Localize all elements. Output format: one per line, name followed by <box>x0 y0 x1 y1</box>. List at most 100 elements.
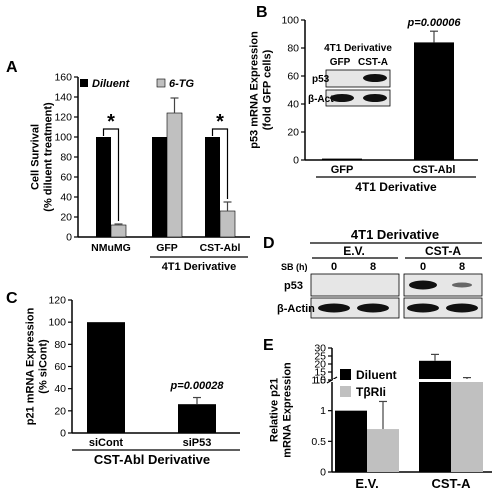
a-legend-label-6tg: 6-TG <box>169 78 195 90</box>
chart-a: 0 20 40 60 80 100 120 140 160 Cell Survival(% dil… <box>30 72 250 273</box>
e-x-tick-label: E.V. <box>355 476 378 491</box>
e-y-axis-label-line: Relative p21 <box>269 378 281 442</box>
blot-b-title: 4T1 Derivative <box>324 43 392 54</box>
blot-d-band <box>446 303 478 313</box>
e-y-tick-label: 30 <box>314 343 326 355</box>
panel-label-b: B <box>256 4 268 21</box>
b-y-tick-label: 40 <box>287 99 299 111</box>
a-y-axis-label-line: Cell Survival <box>30 124 42 190</box>
a-bar-diluent <box>152 137 167 237</box>
a-x-tick-label: CST-Abl <box>200 242 241 254</box>
c-p-value: p=0.00028 <box>170 380 225 392</box>
a-group-label: 4T1 Derivative <box>162 261 237 273</box>
a-legend-swatch-diluent <box>80 79 88 87</box>
c-y-tick-label: 0 <box>60 428 66 440</box>
e-y-tick-label: 20 <box>314 359 326 371</box>
e-legend-label-diluent: Diluent <box>356 368 397 382</box>
e-y-axis-label: Relative p21mRNA Expression <box>269 362 294 458</box>
b-p-value: p=0.00006 <box>407 17 462 29</box>
blot-d-actin-strip-csta <box>403 297 483 319</box>
e-legend-swatch-diluent <box>340 369 351 380</box>
a-bar-diluent <box>205 137 220 237</box>
b-y-tick-label: 20 <box>287 127 299 139</box>
a-legend-label-diluent: Diluent <box>92 78 131 90</box>
blot-d-band <box>452 282 472 288</box>
e-y-tick-label: 25 <box>314 351 326 363</box>
b-y-tick-label: 60 <box>287 71 299 83</box>
a-significance-bracket <box>211 128 229 199</box>
b-y-axis-label-line: (fold GFP cells) <box>262 49 274 130</box>
blot-d-band <box>409 280 437 290</box>
e-y-tick-label: 15 <box>314 367 326 379</box>
e-y-tick-label: 1.5 <box>311 375 326 387</box>
a-significance-star: * <box>107 111 115 133</box>
blot-d-band <box>407 303 439 313</box>
panel-label-e: E <box>263 337 274 354</box>
c-y-tick-label: 40 <box>54 383 66 395</box>
a-y-tick-label: 60 <box>60 172 72 184</box>
c-y-tick-label: 80 <box>54 339 66 351</box>
b-y-axis-label: p53 mRNA Expression(fold GFP cells) <box>249 31 274 149</box>
blot-d-band <box>318 303 350 313</box>
a-y-tick-label: 80 <box>60 152 72 164</box>
blot-b-row-label: β-Act <box>308 94 334 105</box>
a-y-tick-label: 40 <box>60 192 72 204</box>
blot-b-lane-label: GFP <box>330 57 351 68</box>
e-bar-diluent <box>335 410 367 472</box>
c-y-tick-label: 100 <box>48 317 66 329</box>
c-y-tick-label: 60 <box>54 361 66 373</box>
panel-label-c: C <box>6 290 18 307</box>
a-y-tick-label: 20 <box>60 212 72 224</box>
e-bar-tbrii <box>451 380 483 472</box>
c-bar <box>178 404 216 433</box>
b-y-tick-label: 100 <box>281 15 299 27</box>
e-x-tick-label: CST-A <box>432 476 472 491</box>
e-break-gap <box>333 379 493 382</box>
a-y-tick-label: 0 <box>66 232 72 244</box>
e-legend-label-tbrii: TβRIi <box>356 385 386 399</box>
blot-d-time-label: 0 <box>420 261 426 273</box>
c-y-axis-label-line: (% siCont) <box>38 339 50 394</box>
blot-b-band <box>330 94 354 102</box>
b-x-tick-label: CST-Abl <box>413 164 456 176</box>
b-x-tick-label: GFP <box>331 164 354 176</box>
blot-b-lane-label: CST-A <box>358 57 388 68</box>
a-legend-swatch-6tg <box>156 78 166 88</box>
a-significance-bracket <box>102 128 120 221</box>
a-y-axis-label-line: (% diluent treatment) <box>43 102 55 212</box>
e-y-tick-label: 0 <box>320 467 326 479</box>
b-bar <box>414 42 454 160</box>
c-group-label: CST-Abl Derivative <box>94 452 210 467</box>
e-y-tick-label: 10 <box>314 375 326 387</box>
blot-b-row-label: p53 <box>312 74 330 85</box>
blot-d-title: 4T1 Derivative <box>351 227 439 242</box>
a-bar-6tg <box>219 210 236 238</box>
a-y-tick-label: 100 <box>54 132 72 144</box>
blot-d-sb-label: SB (h) <box>281 262 308 272</box>
c-x-tick-label: siCont <box>89 437 124 449</box>
blot-d-actin-strip-ev <box>310 297 400 319</box>
blot-d-time-label: 8 <box>370 261 376 273</box>
a-bar-diluent <box>96 137 111 237</box>
e-y-tick-label: 0.5 <box>311 436 326 448</box>
blot-d-time-label: 8 <box>459 261 465 273</box>
a-x-tick-label: NMuMG <box>91 242 131 254</box>
a-y-tick-label: 120 <box>54 112 72 124</box>
b-bar <box>322 158 362 160</box>
blot-d-band <box>357 303 389 313</box>
a-y-tick-label: 140 <box>54 92 72 104</box>
e-legend-swatch-tbrii <box>340 386 351 397</box>
b-y-axis-label-line: p53 mRNA Expression <box>249 31 261 149</box>
a-significance-star: * <box>216 111 224 133</box>
e-bar-diluent <box>419 360 451 472</box>
chart-b: 0 20 40 60 80 100 p53 mRNA Expression(fold GFP… <box>249 15 478 194</box>
western-blot-b: 4T1 Derivative GFP CST-A p53 β-Act <box>308 43 392 107</box>
e-y-tick-label: 1 <box>320 405 326 417</box>
e-bar-tbrii <box>367 429 399 472</box>
b-y-tick-label: 80 <box>287 43 299 55</box>
blot-d-row-label: p53 <box>284 280 303 292</box>
blot-d-group-label: E.V. <box>343 244 365 258</box>
